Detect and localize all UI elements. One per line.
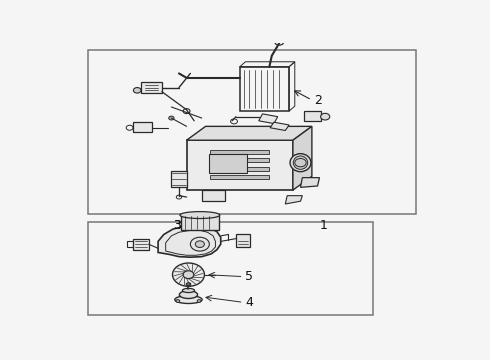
- Ellipse shape: [179, 291, 197, 298]
- Polygon shape: [293, 126, 312, 190]
- Polygon shape: [236, 234, 250, 247]
- Polygon shape: [158, 226, 220, 257]
- Polygon shape: [211, 175, 269, 179]
- Ellipse shape: [294, 156, 308, 169]
- Ellipse shape: [290, 154, 311, 172]
- Circle shape: [196, 241, 204, 247]
- Circle shape: [172, 263, 204, 286]
- Circle shape: [169, 116, 174, 120]
- Text: 5: 5: [245, 270, 253, 283]
- Polygon shape: [304, 111, 321, 121]
- Polygon shape: [187, 140, 293, 190]
- Ellipse shape: [180, 212, 220, 219]
- Polygon shape: [181, 215, 219, 230]
- Polygon shape: [211, 150, 269, 154]
- Polygon shape: [133, 239, 148, 250]
- Polygon shape: [211, 158, 269, 162]
- Text: 4: 4: [245, 296, 253, 309]
- Polygon shape: [211, 167, 269, 171]
- Polygon shape: [285, 196, 302, 204]
- Text: 3: 3: [173, 219, 181, 232]
- Text: 3: 3: [173, 219, 181, 232]
- Polygon shape: [133, 122, 152, 132]
- Polygon shape: [300, 177, 319, 187]
- Circle shape: [320, 113, 330, 120]
- Ellipse shape: [182, 288, 195, 293]
- Circle shape: [176, 300, 180, 302]
- Circle shape: [183, 271, 194, 279]
- Polygon shape: [270, 122, 289, 131]
- Text: 2: 2: [314, 94, 321, 107]
- Circle shape: [197, 300, 201, 302]
- Polygon shape: [172, 171, 187, 187]
- Polygon shape: [209, 154, 247, 174]
- Ellipse shape: [175, 296, 202, 303]
- Polygon shape: [259, 114, 278, 123]
- Circle shape: [133, 87, 141, 93]
- Polygon shape: [202, 190, 224, 201]
- Polygon shape: [187, 126, 312, 140]
- Polygon shape: [141, 82, 162, 93]
- Text: 1: 1: [319, 219, 327, 232]
- Circle shape: [190, 237, 209, 251]
- Circle shape: [186, 283, 191, 286]
